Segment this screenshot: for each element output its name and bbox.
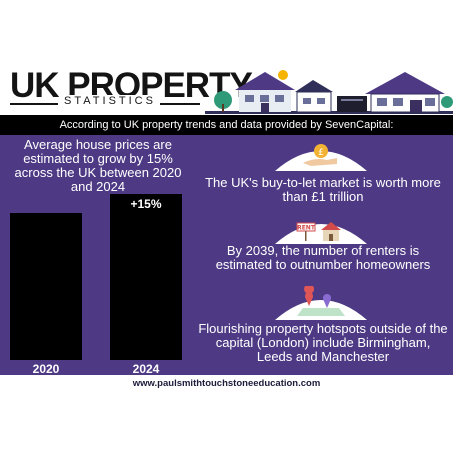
- map-pins-icon: [275, 286, 367, 320]
- fact-buy-to-let-text: The UK's buy-to-let market is worth more…: [205, 175, 441, 204]
- svg-text:£: £: [318, 148, 324, 158]
- website-footer: www.paulsmithtouchstoneeducation.com: [0, 375, 453, 392]
- page-subtitle: STATISTICS: [60, 95, 160, 107]
- tick-label-2024: 2024: [132, 362, 160, 376]
- price-growth-text: Average house prices are estimated to gr…: [14, 137, 182, 194]
- subtitle-rule: [10, 97, 200, 110]
- houses-illustration-icon: [205, 70, 453, 114]
- rent-sign-house-icon: RENT: [275, 222, 367, 244]
- bar-2024-data-label: +15%: [130, 197, 162, 211]
- tick-label-2020: 2020: [32, 362, 60, 376]
- rent-sign-label: RENT: [297, 225, 316, 232]
- bar-2024: [110, 194, 182, 360]
- fact-renters-text: By 2039, the number of renters is estima…: [215, 243, 431, 272]
- intro-banner: According to UK property trends and data…: [0, 115, 453, 135]
- bar-2020: [10, 213, 82, 360]
- fact-hotspots-text: Flourishing property hotspots outside of…: [198, 321, 448, 364]
- pound-coin-hand-icon: £: [275, 144, 367, 171]
